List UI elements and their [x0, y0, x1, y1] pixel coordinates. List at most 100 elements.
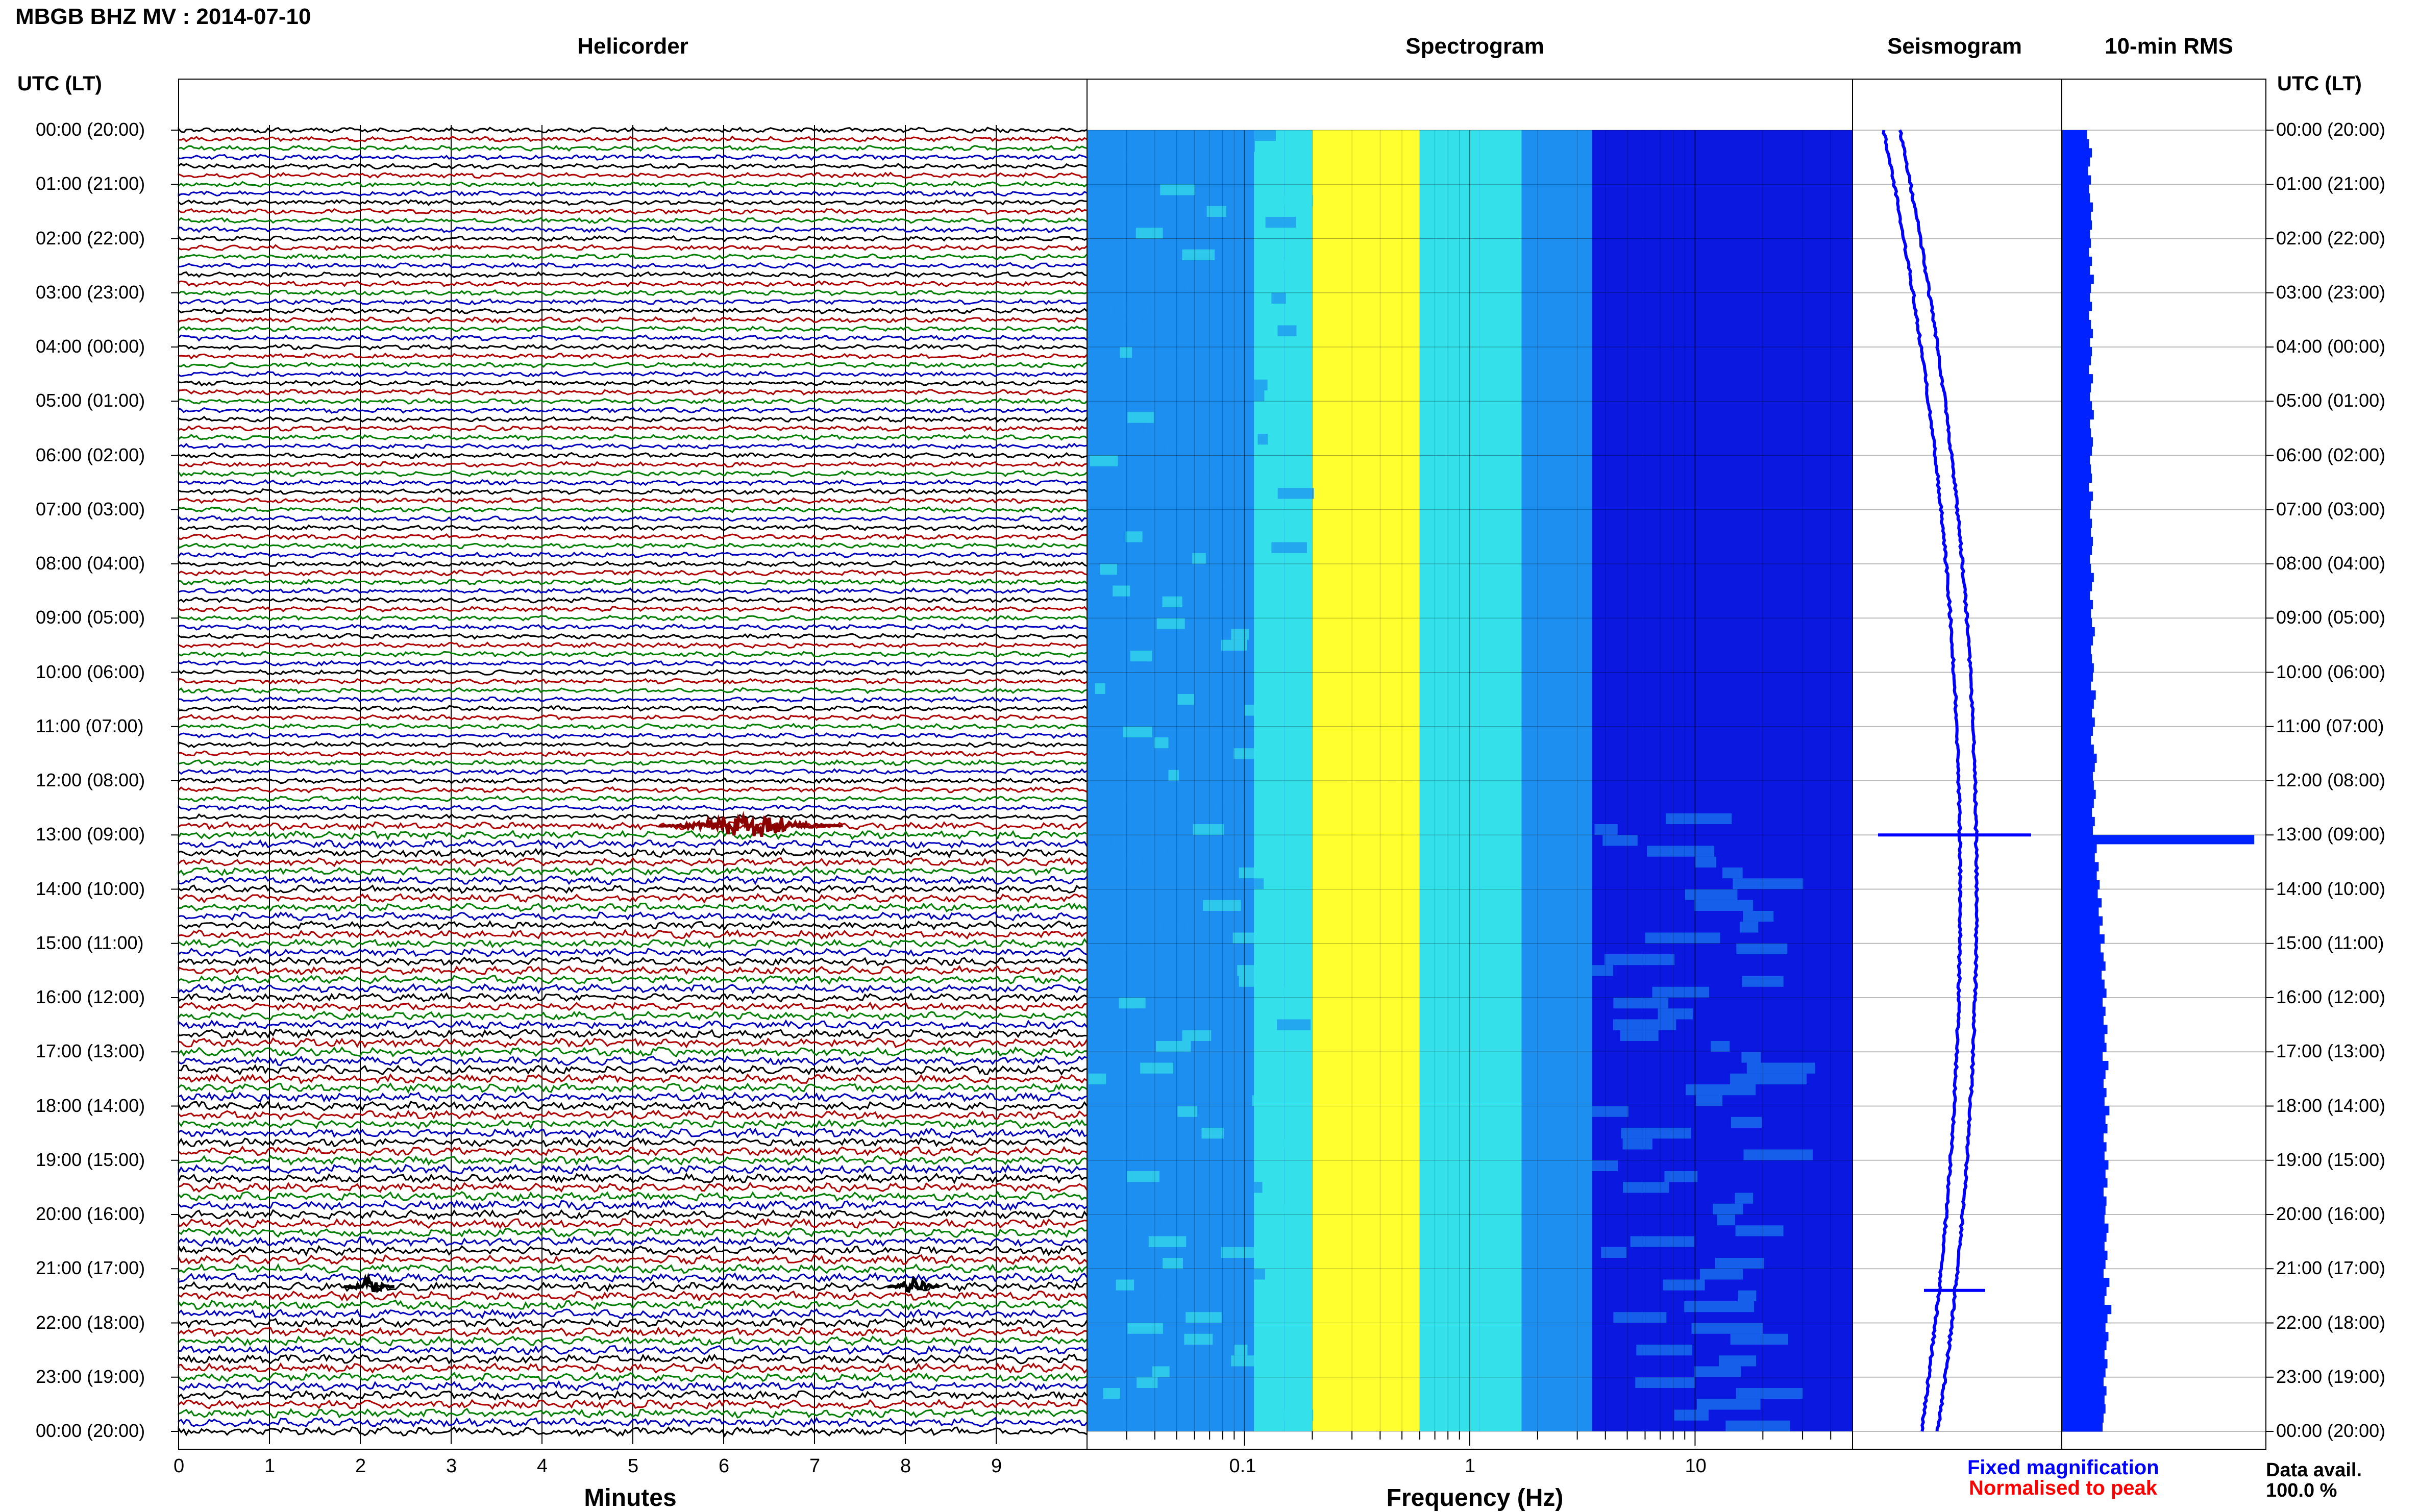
- rms-bar: [2062, 1422, 2103, 1432]
- time-label-right: 00:00 (20:00): [2276, 1420, 2386, 1441]
- rms-bar: [2062, 1232, 2107, 1242]
- rms-bar: [2062, 789, 2096, 799]
- rms-bar: [2062, 889, 2098, 899]
- time-label-left: 23:00 (19:00): [36, 1366, 145, 1387]
- rms-bar: [2062, 753, 2097, 763]
- helicorder-trace: [178, 1191, 1088, 1203]
- helicorder-trace: [178, 732, 1088, 739]
- rms-bar: [2062, 988, 2107, 998]
- spectrogram-band: [1222, 130, 1254, 1431]
- helicorder-trace: [178, 1119, 1088, 1130]
- helicorder-trace: [178, 893, 1088, 904]
- rms-bar: [2062, 1196, 2107, 1206]
- time-label-left: 19:00 (15:00): [36, 1149, 145, 1170]
- rms-bar: [2062, 139, 2089, 148]
- spectrogram-row: [1260, 1138, 1294, 1150]
- spectrogram-row: [1127, 1323, 1163, 1334]
- spectrogram-row: [1116, 1279, 1134, 1291]
- spectrogram-row: [1248, 390, 1265, 402]
- spectrogram-row: [1159, 238, 1187, 250]
- rms-bar: [2062, 862, 2099, 872]
- spectrogram-xlabel: Frequency (Hz): [1386, 1484, 1564, 1511]
- helicorder-trace: [178, 226, 1087, 233]
- rms-bar: [2062, 998, 2103, 1007]
- spectrogram-row: [1094, 401, 1122, 412]
- helicorder-trace: [178, 253, 1088, 261]
- helicorder-trace: [178, 1172, 1088, 1184]
- rms-bar: [2062, 952, 2104, 962]
- spectrogram-row: [1742, 976, 1784, 987]
- helicorder-x-tick: 8: [900, 1455, 911, 1477]
- rms-bar: [2062, 871, 2097, 881]
- helicorder-trace: [178, 479, 1088, 486]
- rms-bar: [2062, 925, 2100, 935]
- helicorder-trace: [178, 1055, 1088, 1067]
- helicorder-trace: [178, 1263, 1088, 1274]
- helicorder-event: [887, 1276, 940, 1294]
- spectrogram-row: [1730, 1333, 1789, 1345]
- spectrogram-row: [1168, 770, 1179, 781]
- spectrogram-row: [1736, 943, 1788, 954]
- helicorder-trace: [178, 461, 1088, 468]
- helicorder-trace: [178, 1019, 1088, 1030]
- spectrogram-row: [1113, 585, 1130, 597]
- spectrogram-row: [1137, 1377, 1158, 1388]
- rms-bar: [2062, 735, 2091, 745]
- rms-bar: [2062, 627, 2095, 637]
- helicorder-trace: [178, 714, 1088, 721]
- rms-bar: [2062, 772, 2093, 781]
- rms-bar: [2062, 536, 2093, 547]
- rms-bar: [2062, 726, 2093, 736]
- helicorder-trace: [178, 829, 1088, 841]
- spectrogram-row: [1663, 1279, 1705, 1291]
- helicorder-trace: [178, 343, 1088, 351]
- spectrogram-row: [1094, 781, 1117, 792]
- time-label-right: 16:00 (12:00): [2276, 986, 2386, 1007]
- spectrogram-row: [1261, 368, 1275, 380]
- spectrogram-row: [1691, 1323, 1763, 1334]
- spectrogram-row: [1090, 455, 1118, 466]
- spectrogram-row: [1127, 1171, 1159, 1182]
- spectrogram-row: [1568, 1160, 1618, 1171]
- helicorder-trace: [178, 1299, 1088, 1311]
- rms-bar: [2062, 419, 2090, 429]
- spectrogram-row: [1095, 683, 1105, 694]
- spectrogram-row: [1239, 867, 1274, 879]
- spectrogram-row: [1163, 1258, 1183, 1269]
- time-label-left: 00:00 (20:00): [36, 1420, 145, 1441]
- spectrogram-row: [1157, 358, 1179, 369]
- helicorder-trace: [178, 983, 1088, 995]
- helicorder-trace: [178, 659, 1088, 667]
- spectrogram-row: [1621, 1128, 1691, 1139]
- time-label-right: 08:00 (04:00): [2276, 553, 2386, 574]
- helicorder-trace: [178, 678, 1088, 685]
- spectrogram-band: [1312, 130, 1420, 1431]
- spectrogram-row: [1731, 1117, 1762, 1128]
- rms-bar: [2062, 1160, 2109, 1170]
- rms-bar: [2062, 1060, 2109, 1071]
- spectrogram-row: [1282, 195, 1313, 206]
- helicorder-trace: [178, 1100, 1088, 1111]
- time-label-left: 07:00 (03:00): [36, 498, 145, 519]
- spectrogram-row: [1140, 1062, 1173, 1074]
- spectrogram-row: [1613, 1019, 1676, 1030]
- rms-bar: [2062, 582, 2092, 591]
- rms-bar: [2062, 1097, 2105, 1106]
- spectrogram-row: [1120, 1149, 1140, 1160]
- spectrogram-row: [1232, 932, 1260, 944]
- rms-bar: [2062, 672, 2093, 682]
- spectrogram-row: [1237, 965, 1267, 976]
- helicorder-trace: [178, 515, 1088, 523]
- helicorder-trace: [178, 750, 1088, 757]
- time-label-right: 03:00 (23:00): [2276, 281, 2386, 303]
- rms-bar: [2062, 302, 2092, 311]
- spectrogram-row: [1216, 575, 1233, 586]
- rms-bar: [2062, 446, 2092, 456]
- time-label-left: 01:00 (21:00): [36, 173, 145, 194]
- rms-bar: [2062, 970, 2102, 980]
- helicorder-trace: [178, 1399, 1088, 1410]
- helicorder-trace: [178, 199, 1088, 206]
- spectrogram-row: [1156, 1041, 1191, 1052]
- helicorder-trace: [178, 1227, 1088, 1238]
- helicorder-trace: [178, 1163, 1088, 1175]
